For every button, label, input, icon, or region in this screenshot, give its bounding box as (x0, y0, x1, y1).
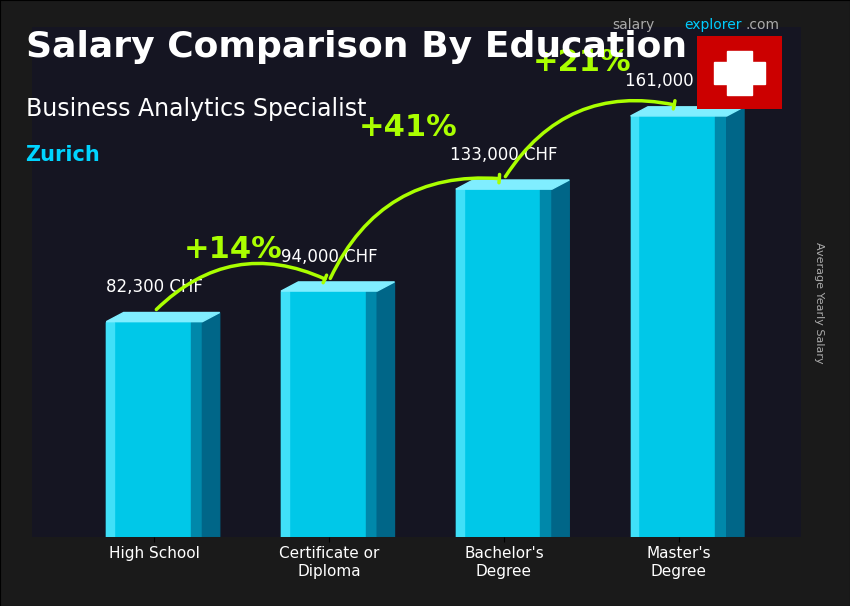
Polygon shape (727, 107, 744, 537)
Bar (106, 322, 114, 537)
Text: .com: .com (745, 18, 779, 32)
Text: +14%: +14% (184, 235, 282, 264)
Bar (714, 62, 765, 84)
Text: Salary Comparison By Education: Salary Comparison By Education (26, 30, 687, 64)
Polygon shape (377, 282, 394, 537)
Polygon shape (106, 313, 219, 322)
Text: Zurich: Zurich (26, 145, 100, 165)
Text: 94,000 CHF: 94,000 CHF (280, 248, 377, 265)
Polygon shape (552, 180, 570, 537)
Bar (366, 291, 377, 537)
Polygon shape (456, 180, 570, 189)
Bar (456, 189, 463, 537)
Text: +41%: +41% (359, 113, 457, 142)
Text: +21%: +21% (533, 48, 632, 77)
Bar (281, 291, 377, 537)
Bar (727, 51, 752, 95)
Text: 161,000 CHF: 161,000 CHF (625, 73, 733, 90)
Text: salary: salary (612, 18, 654, 32)
Text: Average Yearly Salary: Average Yearly Salary (814, 242, 824, 364)
Text: 133,000 CHF: 133,000 CHF (450, 145, 558, 164)
Polygon shape (631, 107, 744, 116)
Bar (456, 189, 552, 537)
Bar (631, 116, 727, 537)
Bar (631, 116, 638, 537)
Polygon shape (202, 313, 219, 537)
Bar (281, 291, 289, 537)
Text: explorer: explorer (684, 18, 742, 32)
Bar (541, 189, 552, 537)
Bar (106, 322, 202, 537)
Polygon shape (281, 282, 394, 291)
Bar (191, 322, 202, 537)
Bar (715, 116, 727, 537)
Text: 82,300 CHF: 82,300 CHF (106, 278, 203, 296)
Text: Business Analytics Specialist: Business Analytics Specialist (26, 97, 366, 121)
